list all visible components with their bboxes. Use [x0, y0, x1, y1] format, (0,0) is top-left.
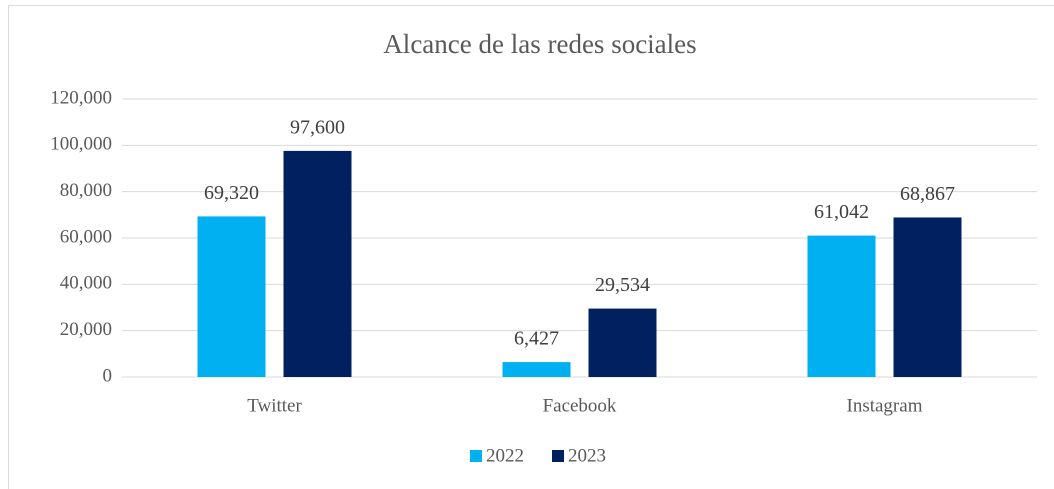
legend-swatch	[552, 450, 564, 462]
x-tick-label: Facebook	[543, 395, 617, 416]
y-tick-label: 20,000	[60, 319, 112, 340]
bar	[588, 308, 657, 377]
legend-label: 2023	[568, 445, 606, 466]
bar	[893, 217, 962, 377]
y-tick-label: 40,000	[60, 273, 112, 294]
bar	[807, 235, 876, 377]
data-label: 69,320	[204, 182, 259, 204]
data-label: 61,042	[814, 201, 869, 223]
y-tick-label: 60,000	[60, 226, 112, 247]
y-tick-label: 80,000	[60, 180, 112, 201]
chart-title: Alcance de las redes sociales	[383, 29, 696, 59]
data-label: 6,427	[514, 328, 559, 350]
x-tick-label: Instagram	[847, 395, 923, 416]
x-tick-label: Twitter	[247, 395, 302, 416]
y-tick-label: 100,000	[50, 134, 112, 155]
chart-border	[8, 5, 1054, 489]
y-tick-label: 120,000	[50, 87, 112, 108]
legend-label: 2022	[486, 445, 524, 466]
legend-swatch	[470, 450, 482, 462]
data-label: 29,534	[595, 274, 650, 296]
bar	[197, 216, 266, 377]
data-label: 68,867	[900, 183, 955, 205]
bar	[283, 150, 352, 377]
y-tick-label: 0	[103, 365, 113, 386]
bar	[502, 362, 571, 377]
data-label: 97,600	[290, 116, 345, 138]
